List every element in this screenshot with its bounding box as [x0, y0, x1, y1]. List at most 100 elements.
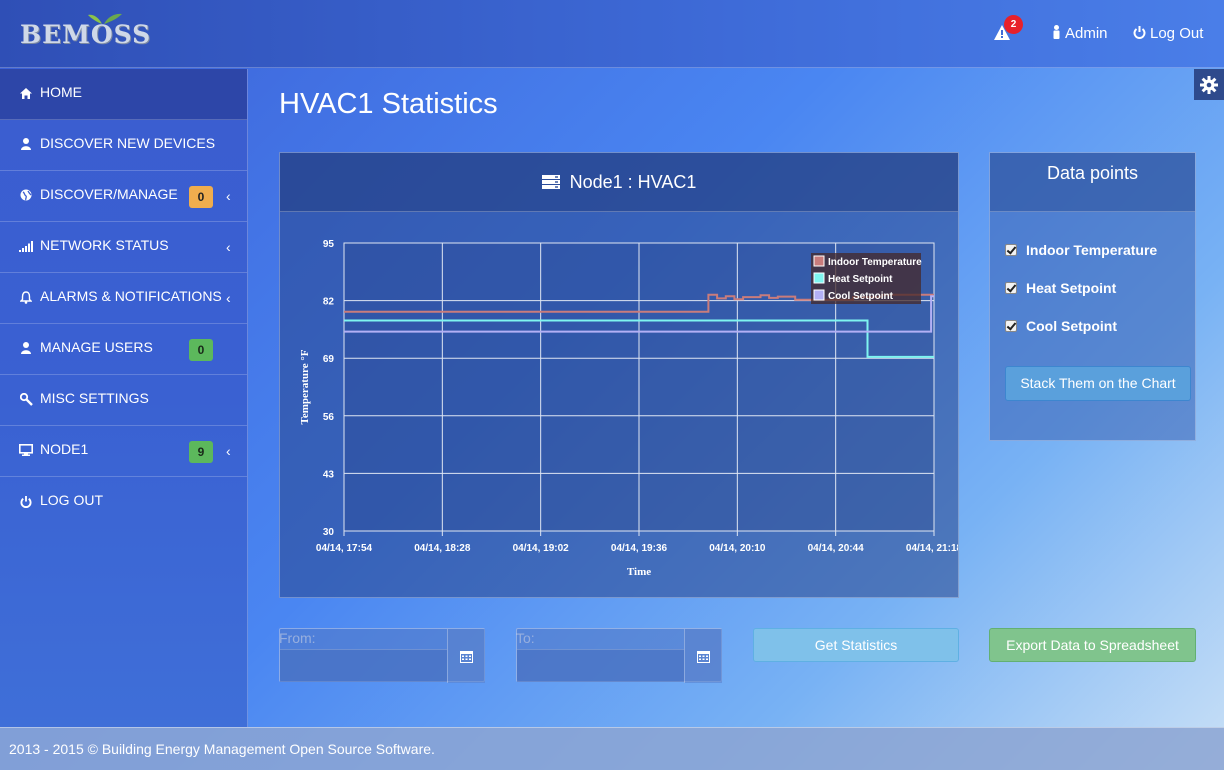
to-date-group	[516, 628, 722, 683]
checkbox-label: Heat Setpoint	[1026, 280, 1117, 296]
gear-icon	[1200, 75, 1218, 94]
admin-label: Admin	[1065, 25, 1108, 42]
y-tick-label: 95	[323, 239, 335, 250]
chart-panel: Node1 : HVAC1 30 43 56 69 82 95 04/14, 17:54 04…	[279, 152, 959, 598]
signal-icon	[18, 239, 34, 253]
settings-gear-button[interactable]	[1194, 69, 1224, 100]
node1-count-badge: 9	[189, 441, 213, 463]
x-tick-label: 04/14, 17:54	[316, 543, 373, 554]
x-tick-label: 04/14, 20:44	[808, 543, 865, 554]
sidebar-item-label: HOME	[40, 83, 82, 100]
hvac-line-chart[interactable]: 30 43 56 69 82 95 04/14, 17:54 04/14, 18:28 04/1…	[280, 213, 958, 598]
y-tick-label: 82	[323, 297, 335, 308]
discover-manage-count-badge: 0	[189, 186, 213, 208]
globe-icon	[18, 188, 34, 202]
checkbox-label: Indoor Temperature	[1026, 242, 1158, 258]
sidebar-item-discover-manage[interactable]: DISCOVER/MANAGE 0 ‹	[0, 171, 247, 222]
legend-box	[811, 253, 921, 304]
sidebar-item-label: MISC SETTINGS	[40, 389, 149, 406]
sidebar-item-label: LOG OUT	[40, 492, 104, 508]
top-navbar: BEMOSS 2 Admin Log Out	[0, 0, 1224, 68]
legend-swatch	[813, 255, 825, 267]
y-axis-title: Temperature °F	[299, 349, 311, 424]
chevron-left-icon: ‹	[226, 239, 231, 255]
sidebar-item-alarms-notifications[interactable]: ALARMS & NOTIFICATIONS ‹	[0, 273, 247, 324]
sidebar-item-log-out[interactable]: LOG OUT	[0, 477, 247, 528]
alerts-button[interactable]: 2	[994, 15, 1023, 44]
sidebar-item-label: DISCOVER NEW DEVICES	[40, 134, 216, 151]
alerts-count-badge: 2	[1004, 15, 1023, 34]
power-icon	[18, 495, 34, 509]
from-date-input[interactable]	[280, 649, 447, 682]
sidebar-nav: HOME DISCOVER NEW DEVICES DISCOVER/MANAG…	[0, 69, 248, 727]
footer: 2013 - 2015 © Building Energy Management…	[0, 727, 1224, 770]
stack-on-chart-button[interactable]: Stack Them on the Chart	[1005, 366, 1191, 401]
x-tick-label: 04/14, 19:02	[513, 543, 570, 554]
export-spreadsheet-button[interactable]: Export Data to Spreadsheet	[989, 628, 1196, 662]
leaf-icon	[88, 13, 122, 24]
checkbox-cool-setpoint[interactable]: Cool Setpoint	[1005, 318, 1117, 334]
y-tick-label: 30	[323, 527, 335, 538]
checkbox-label: Cool Setpoint	[1026, 318, 1117, 334]
legend-swatch	[813, 272, 825, 284]
y-tick-label: 69	[323, 354, 335, 365]
legend-label: Cool Setpoint	[828, 291, 894, 302]
logo-text: BEMOSS	[20, 20, 152, 49]
wrench-icon	[18, 392, 34, 406]
x-tick-label: 04/14, 19:36	[611, 543, 668, 554]
home-icon	[18, 86, 34, 100]
sidebar-item-node1[interactable]: NODE1 9 ‹	[0, 426, 247, 477]
series-line-1	[344, 319, 934, 358]
y-tick-label: 43	[323, 469, 335, 480]
checkbox-indoor-temperature[interactable]: Indoor Temperature	[1005, 242, 1157, 258]
x-axis-title: Time	[627, 566, 651, 578]
user-icon	[18, 341, 34, 355]
server-icon	[541, 175, 560, 189]
from-date-group	[279, 628, 485, 683]
chevron-left-icon: ‹	[226, 443, 231, 459]
legend-label: Indoor Temperature	[828, 257, 922, 268]
footer-text: 2013 - 2015 © Building Energy Management…	[9, 741, 435, 757]
chart-panel-title: Node1 : HVAC1	[569, 171, 697, 192]
chevron-left-icon: ‹	[226, 290, 231, 306]
sidebar-item-misc-settings[interactable]: MISC SETTINGS	[0, 375, 247, 426]
sidebar-item-label: DISCOVER/MANAGE	[40, 185, 178, 202]
monitor-icon	[18, 443, 34, 457]
x-tick-label: 04/14, 20:10	[709, 543, 766, 554]
sidebar-item-discover-new-devices[interactable]: DISCOVER NEW DEVICES	[0, 120, 247, 171]
checkbox-checked[interactable]	[1005, 282, 1017, 294]
user-icon	[18, 137, 34, 151]
admin-user-link[interactable]: Admin	[1052, 25, 1108, 42]
x-tick-label: 04/14, 18:28	[414, 543, 471, 554]
sidebar-item-home[interactable]: HOME	[0, 69, 247, 120]
from-calendar-button[interactable]	[447, 629, 485, 683]
sidebar-item-label: NETWORK STATUS	[40, 236, 169, 253]
series-line-2	[344, 295, 934, 333]
y-tick-label: 56	[323, 412, 335, 423]
data-points-panel: Data points Indoor Temperature Heat Setp…	[989, 152, 1196, 441]
person-icon	[1053, 25, 1060, 39]
sidebar-item-label: NODE1	[40, 440, 89, 457]
top-logout-link[interactable]: Log Out	[1133, 25, 1203, 42]
x-tick-label: 04/14, 21:18	[906, 543, 958, 554]
checkbox-checked[interactable]	[1005, 244, 1017, 256]
data-points-title: Data points	[990, 153, 1195, 212]
to-calendar-button[interactable]	[684, 629, 722, 683]
legend-swatch	[813, 289, 825, 301]
chevron-left-icon: ‹	[226, 188, 231, 204]
checkbox-heat-setpoint[interactable]: Heat Setpoint	[1005, 280, 1116, 296]
legend-label: Heat Setpoint	[828, 274, 893, 285]
sidebar-item-manage-users[interactable]: MANAGE USERS 0	[0, 324, 247, 375]
chart-panel-header: Node1 : HVAC1	[280, 153, 958, 212]
bell-icon	[18, 290, 34, 304]
sidebar-item-label: ALARMS & NOTIFICATIONS	[40, 287, 222, 304]
power-icon	[1133, 26, 1146, 39]
page-title: HVAC1 Statistics	[279, 88, 498, 120]
warning-icon	[994, 25, 1010, 40]
sidebar-item-network-status[interactable]: NETWORK STATUS ‹	[0, 222, 247, 273]
to-date-input[interactable]	[517, 649, 684, 682]
logout-label: Log Out	[1150, 25, 1204, 42]
get-statistics-button[interactable]: Get Statistics	[753, 628, 959, 662]
sidebar-item-label: MANAGE USERS	[40, 338, 153, 355]
checkbox-checked[interactable]	[1005, 320, 1017, 332]
